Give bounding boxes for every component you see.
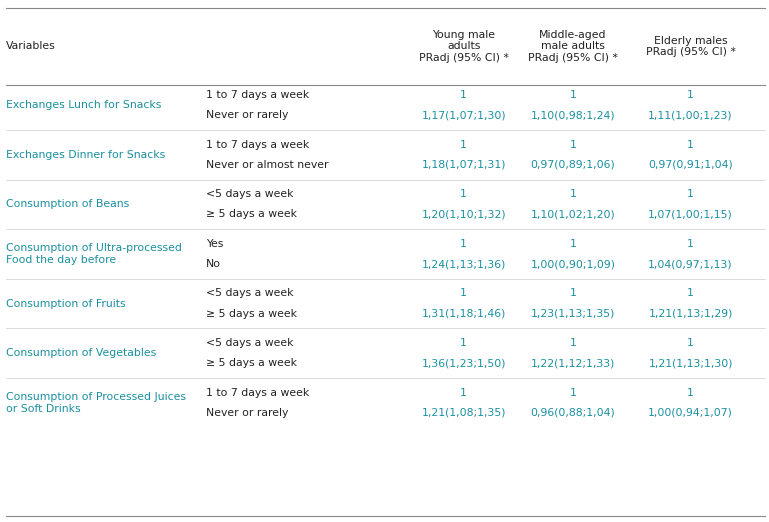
Text: 1,22(1,12;1,33): 1,22(1,12;1,33) — [531, 358, 615, 368]
Text: Never or almost never: Never or almost never — [206, 160, 328, 170]
Text: 1: 1 — [461, 388, 467, 398]
Text: 1: 1 — [461, 140, 467, 150]
Text: Young male
adults
PRadj (95% CI) *: Young male adults PRadj (95% CI) * — [419, 30, 508, 63]
Text: Elderly males
PRadj (95% CI) *: Elderly males PRadj (95% CI) * — [646, 35, 735, 57]
Text: 1,31(1,18;1,46): 1,31(1,18;1,46) — [421, 309, 506, 318]
Text: 1,21(1,13;1,29): 1,21(1,13;1,29) — [648, 309, 733, 318]
Text: 1: 1 — [461, 189, 467, 199]
Text: Yes: Yes — [206, 239, 224, 249]
Text: 1: 1 — [687, 239, 694, 249]
Text: 1,23(1,13;1,35): 1,23(1,13;1,35) — [531, 309, 615, 318]
Text: 1,07(1,00;1,15): 1,07(1,00;1,15) — [648, 209, 733, 219]
Text: ≥ 5 days a week: ≥ 5 days a week — [206, 358, 297, 368]
Text: Exchanges Lunch for Snacks: Exchanges Lunch for Snacks — [6, 100, 161, 110]
Text: 0,96(0,88;1,04): 0,96(0,88;1,04) — [531, 408, 615, 418]
Text: 1,17(1,07;1,30): 1,17(1,07;1,30) — [421, 110, 506, 120]
Text: Consumption of Ultra-processed
Food the day before: Consumption of Ultra-processed Food the … — [6, 243, 182, 265]
Text: 1: 1 — [687, 140, 694, 150]
Text: 1,04(0,97;1,13): 1,04(0,97;1,13) — [648, 259, 733, 269]
Text: 1: 1 — [461, 239, 467, 249]
Text: Middle-aged
male adults
PRadj (95% CI) *: Middle-aged male adults PRadj (95% CI) * — [528, 30, 618, 63]
Text: 1: 1 — [461, 90, 467, 100]
Text: 1,24(1,13;1,36): 1,24(1,13;1,36) — [421, 259, 506, 269]
Text: <5 days a week: <5 days a week — [206, 289, 294, 299]
Text: Consumption of Beans: Consumption of Beans — [6, 199, 129, 209]
Text: 1,00(0,94;1,07): 1,00(0,94;1,07) — [648, 408, 733, 418]
Text: 1 to 7 days a week: 1 to 7 days a week — [206, 388, 309, 398]
Text: Never or rarely: Never or rarely — [206, 408, 288, 418]
Text: <5 days a week: <5 days a week — [206, 338, 294, 348]
Text: 1,10(1,02;1,20): 1,10(1,02;1,20) — [531, 209, 615, 219]
Text: 1,10(0,98;1,24): 1,10(0,98;1,24) — [531, 110, 615, 120]
Text: 1: 1 — [570, 90, 576, 100]
Text: 1,36(1,23;1,50): 1,36(1,23;1,50) — [421, 358, 506, 368]
Text: 1: 1 — [570, 140, 576, 150]
Text: Consumption of Vegetables: Consumption of Vegetables — [6, 348, 156, 358]
Text: 0,97(0,89;1,06): 0,97(0,89;1,06) — [531, 160, 615, 170]
Text: 1,21(1,08;1,35): 1,21(1,08;1,35) — [421, 408, 506, 418]
Text: 1: 1 — [687, 90, 694, 100]
Text: ≥ 5 days a week: ≥ 5 days a week — [206, 209, 297, 219]
Text: Consumption of Processed Juices
or Soft Drinks: Consumption of Processed Juices or Soft … — [6, 392, 186, 413]
Text: 1,21(1,13;1,30): 1,21(1,13;1,30) — [648, 358, 733, 368]
Text: 1: 1 — [461, 289, 467, 299]
Text: 1: 1 — [570, 338, 576, 348]
Text: 1: 1 — [570, 189, 576, 199]
Text: 1,11(1,00;1,23): 1,11(1,00;1,23) — [648, 110, 733, 120]
Text: 1 to 7 days a week: 1 to 7 days a week — [206, 90, 309, 100]
Text: 1,18(1,07;1,31): 1,18(1,07;1,31) — [421, 160, 506, 170]
Text: No: No — [206, 259, 221, 269]
Text: 1 to 7 days a week: 1 to 7 days a week — [206, 140, 309, 150]
Text: 1,20(1,10;1,32): 1,20(1,10;1,32) — [421, 209, 506, 219]
Text: 0,97(0,91;1,04): 0,97(0,91;1,04) — [648, 160, 733, 170]
Text: 1: 1 — [687, 189, 694, 199]
Text: Consumption of Fruits: Consumption of Fruits — [6, 299, 126, 309]
Text: 1: 1 — [687, 289, 694, 299]
Text: Variables: Variables — [6, 41, 56, 52]
Text: 1: 1 — [687, 338, 694, 348]
Text: 1,00(0,90;1,09): 1,00(0,90;1,09) — [531, 259, 615, 269]
Text: 1: 1 — [687, 388, 694, 398]
Text: 1: 1 — [461, 338, 467, 348]
Text: Exchanges Dinner for Snacks: Exchanges Dinner for Snacks — [6, 150, 165, 160]
Text: <5 days a week: <5 days a week — [206, 189, 294, 199]
Text: 1: 1 — [570, 388, 576, 398]
Text: ≥ 5 days a week: ≥ 5 days a week — [206, 309, 297, 318]
Text: Never or rarely: Never or rarely — [206, 110, 288, 120]
Text: 1: 1 — [570, 289, 576, 299]
Text: 1: 1 — [570, 239, 576, 249]
